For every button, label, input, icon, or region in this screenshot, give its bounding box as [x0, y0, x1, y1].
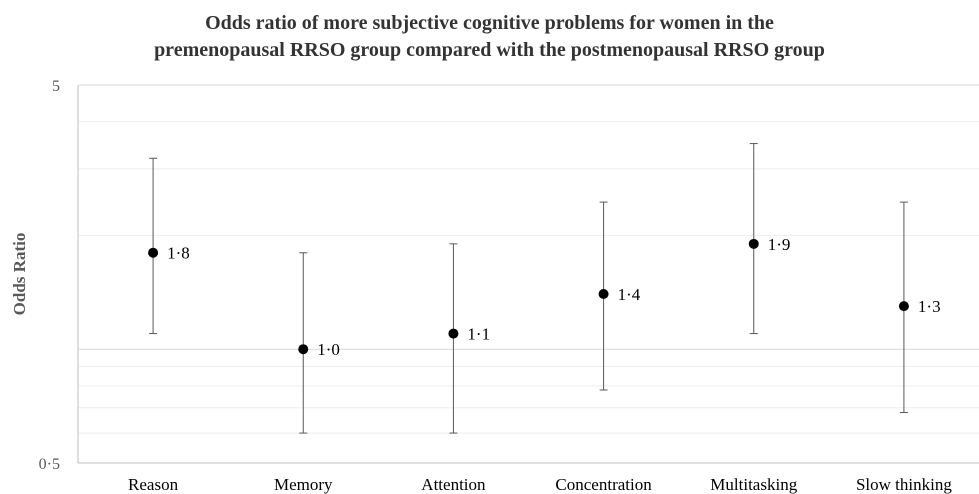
- data-label: 1·0: [317, 340, 340, 359]
- x-tick-label: Multitasking: [710, 475, 797, 494]
- x-tick-label: Slow thinking: [856, 475, 952, 494]
- data-point: [898, 301, 909, 312]
- x-tick-label: Concentration: [555, 475, 652, 494]
- data-point: [748, 238, 759, 249]
- data-point: [298, 344, 309, 355]
- x-tick-label: Reason: [128, 475, 179, 494]
- data-label: 1·1: [467, 325, 490, 344]
- gridlines: [78, 84, 979, 434]
- data-marks: 1·8 Reason 1·0 Memory 1·1 Attention 1·4 Concent…: [128, 143, 952, 494]
- data-point: [148, 247, 159, 258]
- y-tick-label-5: 5: [52, 78, 60, 95]
- y-axis-label: Odds Ratio: [10, 233, 29, 316]
- chart-title-line-1: Odds ratio of more subjective cognitive …: [205, 12, 774, 34]
- y-tick-label-0-5: 0·5: [39, 456, 60, 473]
- x-tick-label: Attention: [421, 475, 486, 494]
- data-label: 1·3: [918, 297, 941, 316]
- data-label: 1·4: [618, 285, 641, 304]
- x-tick-label: Memory: [274, 475, 333, 494]
- chart-title-line-2: premenopausal RRSO group compared with t…: [154, 39, 825, 61]
- data-label: 1·8: [167, 244, 190, 263]
- data-label: 1·9: [768, 235, 791, 254]
- data-point: [598, 288, 609, 299]
- data-point: [448, 328, 459, 339]
